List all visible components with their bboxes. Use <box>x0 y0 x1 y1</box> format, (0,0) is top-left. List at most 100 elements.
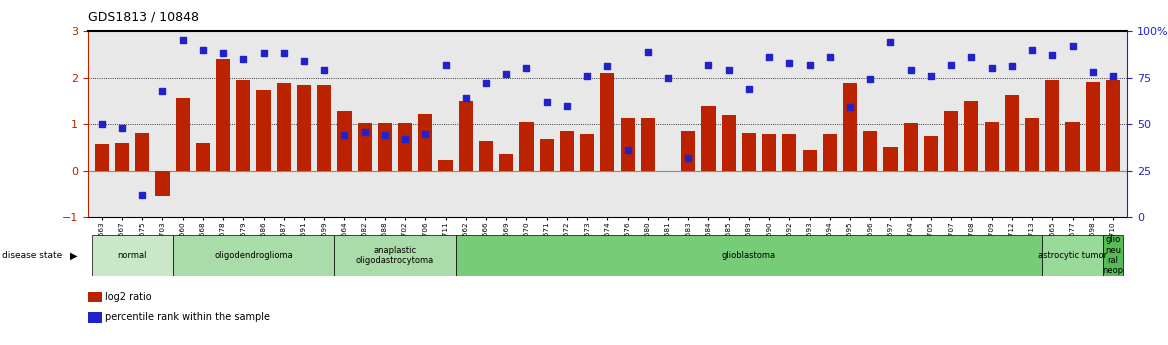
Point <box>416 131 434 136</box>
Bar <box>135 132 150 171</box>
Point <box>760 55 779 60</box>
Bar <box>318 85 332 171</box>
Bar <box>1103 235 1124 276</box>
Bar <box>1086 82 1100 171</box>
Text: GDS1813 / 10848: GDS1813 / 10848 <box>88 10 199 23</box>
Point <box>1043 52 1062 58</box>
Point <box>477 80 495 86</box>
Bar <box>459 101 473 171</box>
Point <box>234 56 252 62</box>
Point <box>679 155 697 160</box>
Point <box>112 125 131 131</box>
Bar <box>540 139 554 171</box>
Bar <box>91 235 173 276</box>
Point <box>780 60 799 66</box>
Point <box>294 58 313 63</box>
Bar <box>620 118 634 171</box>
Text: ▶: ▶ <box>70 250 77 260</box>
Bar <box>338 111 352 171</box>
Point <box>982 66 1001 71</box>
Text: oligodendroglioma: oligodendroglioma <box>214 251 293 260</box>
Text: percentile rank within the sample: percentile rank within the sample <box>105 313 270 322</box>
Point <box>841 105 860 110</box>
Bar <box>883 148 897 171</box>
Bar <box>334 235 456 276</box>
Bar <box>95 144 109 171</box>
Point <box>1063 43 1082 49</box>
Point <box>1084 69 1103 75</box>
Point <box>335 132 354 138</box>
Bar <box>580 134 595 171</box>
Bar <box>702 106 716 171</box>
Point <box>941 62 960 67</box>
Point <box>719 67 738 73</box>
Bar <box>762 135 777 171</box>
Bar <box>641 118 655 171</box>
Bar <box>499 155 513 171</box>
Point <box>598 64 617 69</box>
Point <box>153 88 172 93</box>
Bar <box>985 122 999 171</box>
Bar <box>196 143 210 171</box>
Point <box>578 73 597 79</box>
Bar <box>377 123 392 171</box>
Bar <box>456 235 1042 276</box>
Bar <box>357 123 371 171</box>
Bar <box>1026 118 1040 171</box>
Point <box>214 51 232 56</box>
Bar <box>802 150 816 171</box>
Bar <box>216 59 230 171</box>
Point <box>194 47 213 52</box>
Point <box>922 73 940 79</box>
Bar <box>822 135 837 171</box>
Bar <box>863 131 877 171</box>
Point <box>274 51 293 56</box>
Bar <box>1065 122 1079 171</box>
Bar <box>173 235 334 276</box>
Bar <box>520 122 534 171</box>
Point <box>881 39 899 45</box>
Bar <box>236 80 250 171</box>
Point <box>133 192 152 198</box>
Text: log2 ratio: log2 ratio <box>105 292 152 302</box>
Text: glio
neu
ral
neop: glio neu ral neop <box>1103 235 1124 275</box>
Text: glioblastoma: glioblastoma <box>722 251 776 260</box>
Point <box>255 51 273 56</box>
Bar <box>1106 80 1120 171</box>
Bar <box>944 111 958 171</box>
Bar <box>783 135 797 171</box>
Point <box>639 49 658 54</box>
Point <box>1023 47 1042 52</box>
Text: astrocytic tumor: astrocytic tumor <box>1038 251 1107 260</box>
Bar <box>175 98 189 171</box>
Bar <box>155 171 169 196</box>
Point <box>618 148 637 153</box>
Bar <box>1004 95 1018 171</box>
Bar <box>114 143 128 171</box>
Point <box>861 77 880 82</box>
Bar <box>398 123 412 171</box>
Point <box>396 136 415 142</box>
Point <box>800 62 819 67</box>
Point <box>496 71 515 77</box>
Bar <box>297 85 311 171</box>
Bar <box>843 83 857 171</box>
Point <box>457 95 475 101</box>
Point <box>1002 64 1021 69</box>
Bar <box>904 123 918 171</box>
Bar <box>742 132 756 171</box>
Bar <box>277 83 291 171</box>
Point <box>517 66 536 71</box>
Point <box>739 86 758 91</box>
Bar <box>257 90 271 171</box>
Bar <box>1045 80 1059 171</box>
Point <box>659 75 677 80</box>
Point <box>436 62 454 67</box>
Bar <box>438 160 453 171</box>
Bar <box>924 136 938 171</box>
Point <box>557 103 576 108</box>
Bar <box>965 101 979 171</box>
Text: disease state: disease state <box>2 251 63 260</box>
Point <box>92 121 111 127</box>
Point <box>1104 73 1122 79</box>
